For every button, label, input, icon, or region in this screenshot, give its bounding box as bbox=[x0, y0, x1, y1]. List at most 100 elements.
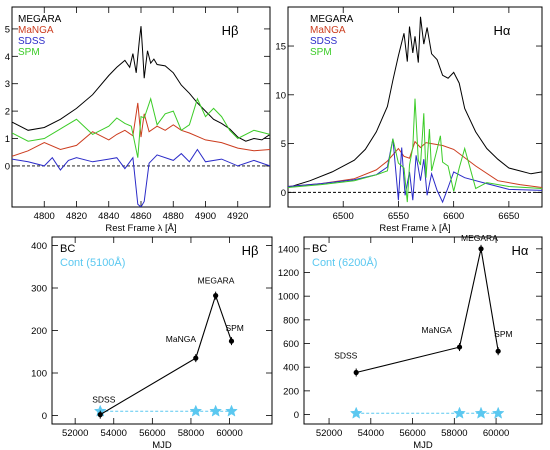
chart-ha-spectrum: 6500 6550 6600 6650 0 5 10 15 Rest Frame λ [Å] ME… bbox=[275, 6, 543, 234]
y-tick-label: 1 bbox=[5, 134, 10, 145]
series-line-sdss bbox=[12, 148, 270, 207]
y-tick-label: 200 bbox=[283, 386, 299, 397]
legend-entry-megara: MEGARA bbox=[310, 14, 354, 25]
legend-entry-sdss: SDSS bbox=[310, 36, 338, 47]
series-line-megara bbox=[288, 16, 542, 188]
bc-point bbox=[193, 355, 199, 361]
x-tick-label: 58000 bbox=[178, 428, 204, 439]
x-tick-label: 4860 bbox=[130, 211, 151, 222]
point-label-megara: MEGARA bbox=[461, 233, 498, 243]
x-tick-label: 4900 bbox=[195, 211, 216, 222]
bc-point bbox=[456, 344, 463, 350]
panel-label: Hα bbox=[494, 23, 511, 38]
plot-area bbox=[93, 291, 238, 419]
panel-label: Hβ bbox=[222, 23, 239, 38]
y-tick-label: 5 bbox=[5, 24, 10, 35]
x-tick-label: 60000 bbox=[483, 428, 509, 439]
y-tick-label: 0 bbox=[5, 161, 10, 172]
legend-entry-spm: SPM bbox=[310, 47, 332, 58]
continuum-star-marker bbox=[491, 406, 505, 419]
point-label-sdss: SDSS bbox=[92, 395, 115, 405]
y-tick-label: 1200 bbox=[278, 268, 299, 279]
plot-area bbox=[12, 26, 270, 207]
series-line-megara bbox=[12, 26, 270, 142]
bc-point bbox=[228, 338, 235, 344]
y-tick-label: 3 bbox=[5, 79, 10, 90]
x-tick-label: 4920 bbox=[227, 211, 248, 222]
x-tick-label: 4820 bbox=[66, 211, 87, 222]
y-tick-label: 300 bbox=[31, 284, 47, 295]
continuum-star-marker bbox=[189, 404, 203, 417]
x-tick-label: 56000 bbox=[139, 428, 165, 439]
x-tick-label: 6500 bbox=[333, 211, 354, 222]
x-axis-label: MJD bbox=[152, 440, 172, 450]
y-tick-label: 1400 bbox=[278, 244, 299, 255]
x-tick-label: 52000 bbox=[316, 428, 342, 439]
y-tick-label: 0 bbox=[294, 410, 299, 421]
y-tick-label: 5 bbox=[281, 139, 286, 150]
plot-area bbox=[349, 244, 505, 419]
x-axis-label: Rest Frame λ [Å] bbox=[379, 223, 450, 234]
y-tick-label: 200 bbox=[31, 326, 47, 337]
y-tick-label: 0 bbox=[281, 188, 286, 199]
bc-point bbox=[97, 412, 103, 418]
x-tick-label: 54000 bbox=[101, 428, 127, 439]
continuum-star-marker bbox=[349, 406, 363, 419]
series-line-manga bbox=[12, 102, 270, 157]
legend-entry-manga: MaNGA bbox=[18, 25, 54, 36]
plot-frame bbox=[287, 6, 543, 208]
bc-line bbox=[356, 248, 499, 374]
y-tick-label: 4 bbox=[5, 52, 10, 63]
panel-label: Hα bbox=[512, 243, 529, 258]
bc-point bbox=[495, 348, 501, 354]
x-tick-label: 6650 bbox=[498, 211, 519, 222]
chart-hb-spectrum: 4800 4820 4840 4860 4880 4900 4920 0 1 2 3 4 5 Rest F… bbox=[5, 6, 271, 234]
point-label-megara: MEGARA bbox=[198, 276, 235, 286]
continuum-legend-label: Cont (6200Å) bbox=[312, 256, 377, 269]
x-tick-label: 4800 bbox=[34, 211, 55, 222]
legend-entry-megara: MEGARA bbox=[18, 14, 62, 25]
bc-point bbox=[478, 246, 484, 252]
bc-legend-label: BC bbox=[312, 243, 327, 255]
panel-label: Hβ bbox=[242, 243, 259, 258]
point-label-manga: MaNGA bbox=[422, 325, 453, 335]
chart-ha-bc: 52000 54000 56000 58000 60000 0 200 400 600 800 10… bbox=[278, 233, 543, 450]
bc-point bbox=[213, 293, 219, 299]
x-tick-label: 4840 bbox=[98, 211, 119, 222]
y-tick-label: 1000 bbox=[278, 292, 299, 303]
y-tick-label: 400 bbox=[283, 363, 299, 374]
series-line-spm bbox=[288, 98, 542, 203]
y-tick-label: 10 bbox=[275, 90, 286, 101]
bc-line bbox=[99, 293, 233, 416]
x-tick-label: 52000 bbox=[62, 428, 88, 439]
y-tick-label: 800 bbox=[283, 315, 299, 326]
legend-entry-sdss: SDSS bbox=[18, 36, 46, 47]
x-tick-label: 6550 bbox=[388, 211, 409, 222]
continuum-star-marker bbox=[474, 406, 488, 419]
series-line-spm bbox=[12, 97, 270, 158]
x-tick-label: 56000 bbox=[399, 428, 425, 439]
x-tick-label: 54000 bbox=[358, 428, 384, 439]
plot-frame bbox=[303, 236, 543, 425]
chart-hb-bc: 52000 54000 56000 58000 60000 0 100 200 300 400 MJ… bbox=[31, 236, 273, 450]
y-tick-label: 15 bbox=[275, 42, 286, 53]
continuum-star-marker bbox=[453, 406, 466, 419]
x-tick-label: 60000 bbox=[216, 428, 242, 439]
y-tick-label: 2 bbox=[5, 107, 10, 118]
y-tick-label: 400 bbox=[31, 241, 47, 252]
legend-entry-spm: SPM bbox=[18, 47, 40, 58]
continuum-star-marker bbox=[209, 404, 223, 417]
continuum-legend-label: Cont (5100Å) bbox=[60, 256, 125, 269]
y-tick-label: 0 bbox=[42, 411, 47, 422]
point-label-spm: SPM bbox=[225, 323, 243, 333]
series-line-sdss bbox=[288, 138, 542, 204]
x-axis-label: Rest Frame λ [Å] bbox=[105, 223, 176, 234]
y-tick-label: 100 bbox=[31, 369, 47, 380]
plot-area bbox=[288, 16, 542, 204]
x-tick-label: 6600 bbox=[443, 211, 464, 222]
point-label-spm: SPM bbox=[494, 329, 512, 339]
point-label-sdss: SDSS bbox=[334, 351, 357, 361]
bc-point bbox=[353, 369, 359, 376]
x-tick-label: 4880 bbox=[163, 211, 184, 222]
